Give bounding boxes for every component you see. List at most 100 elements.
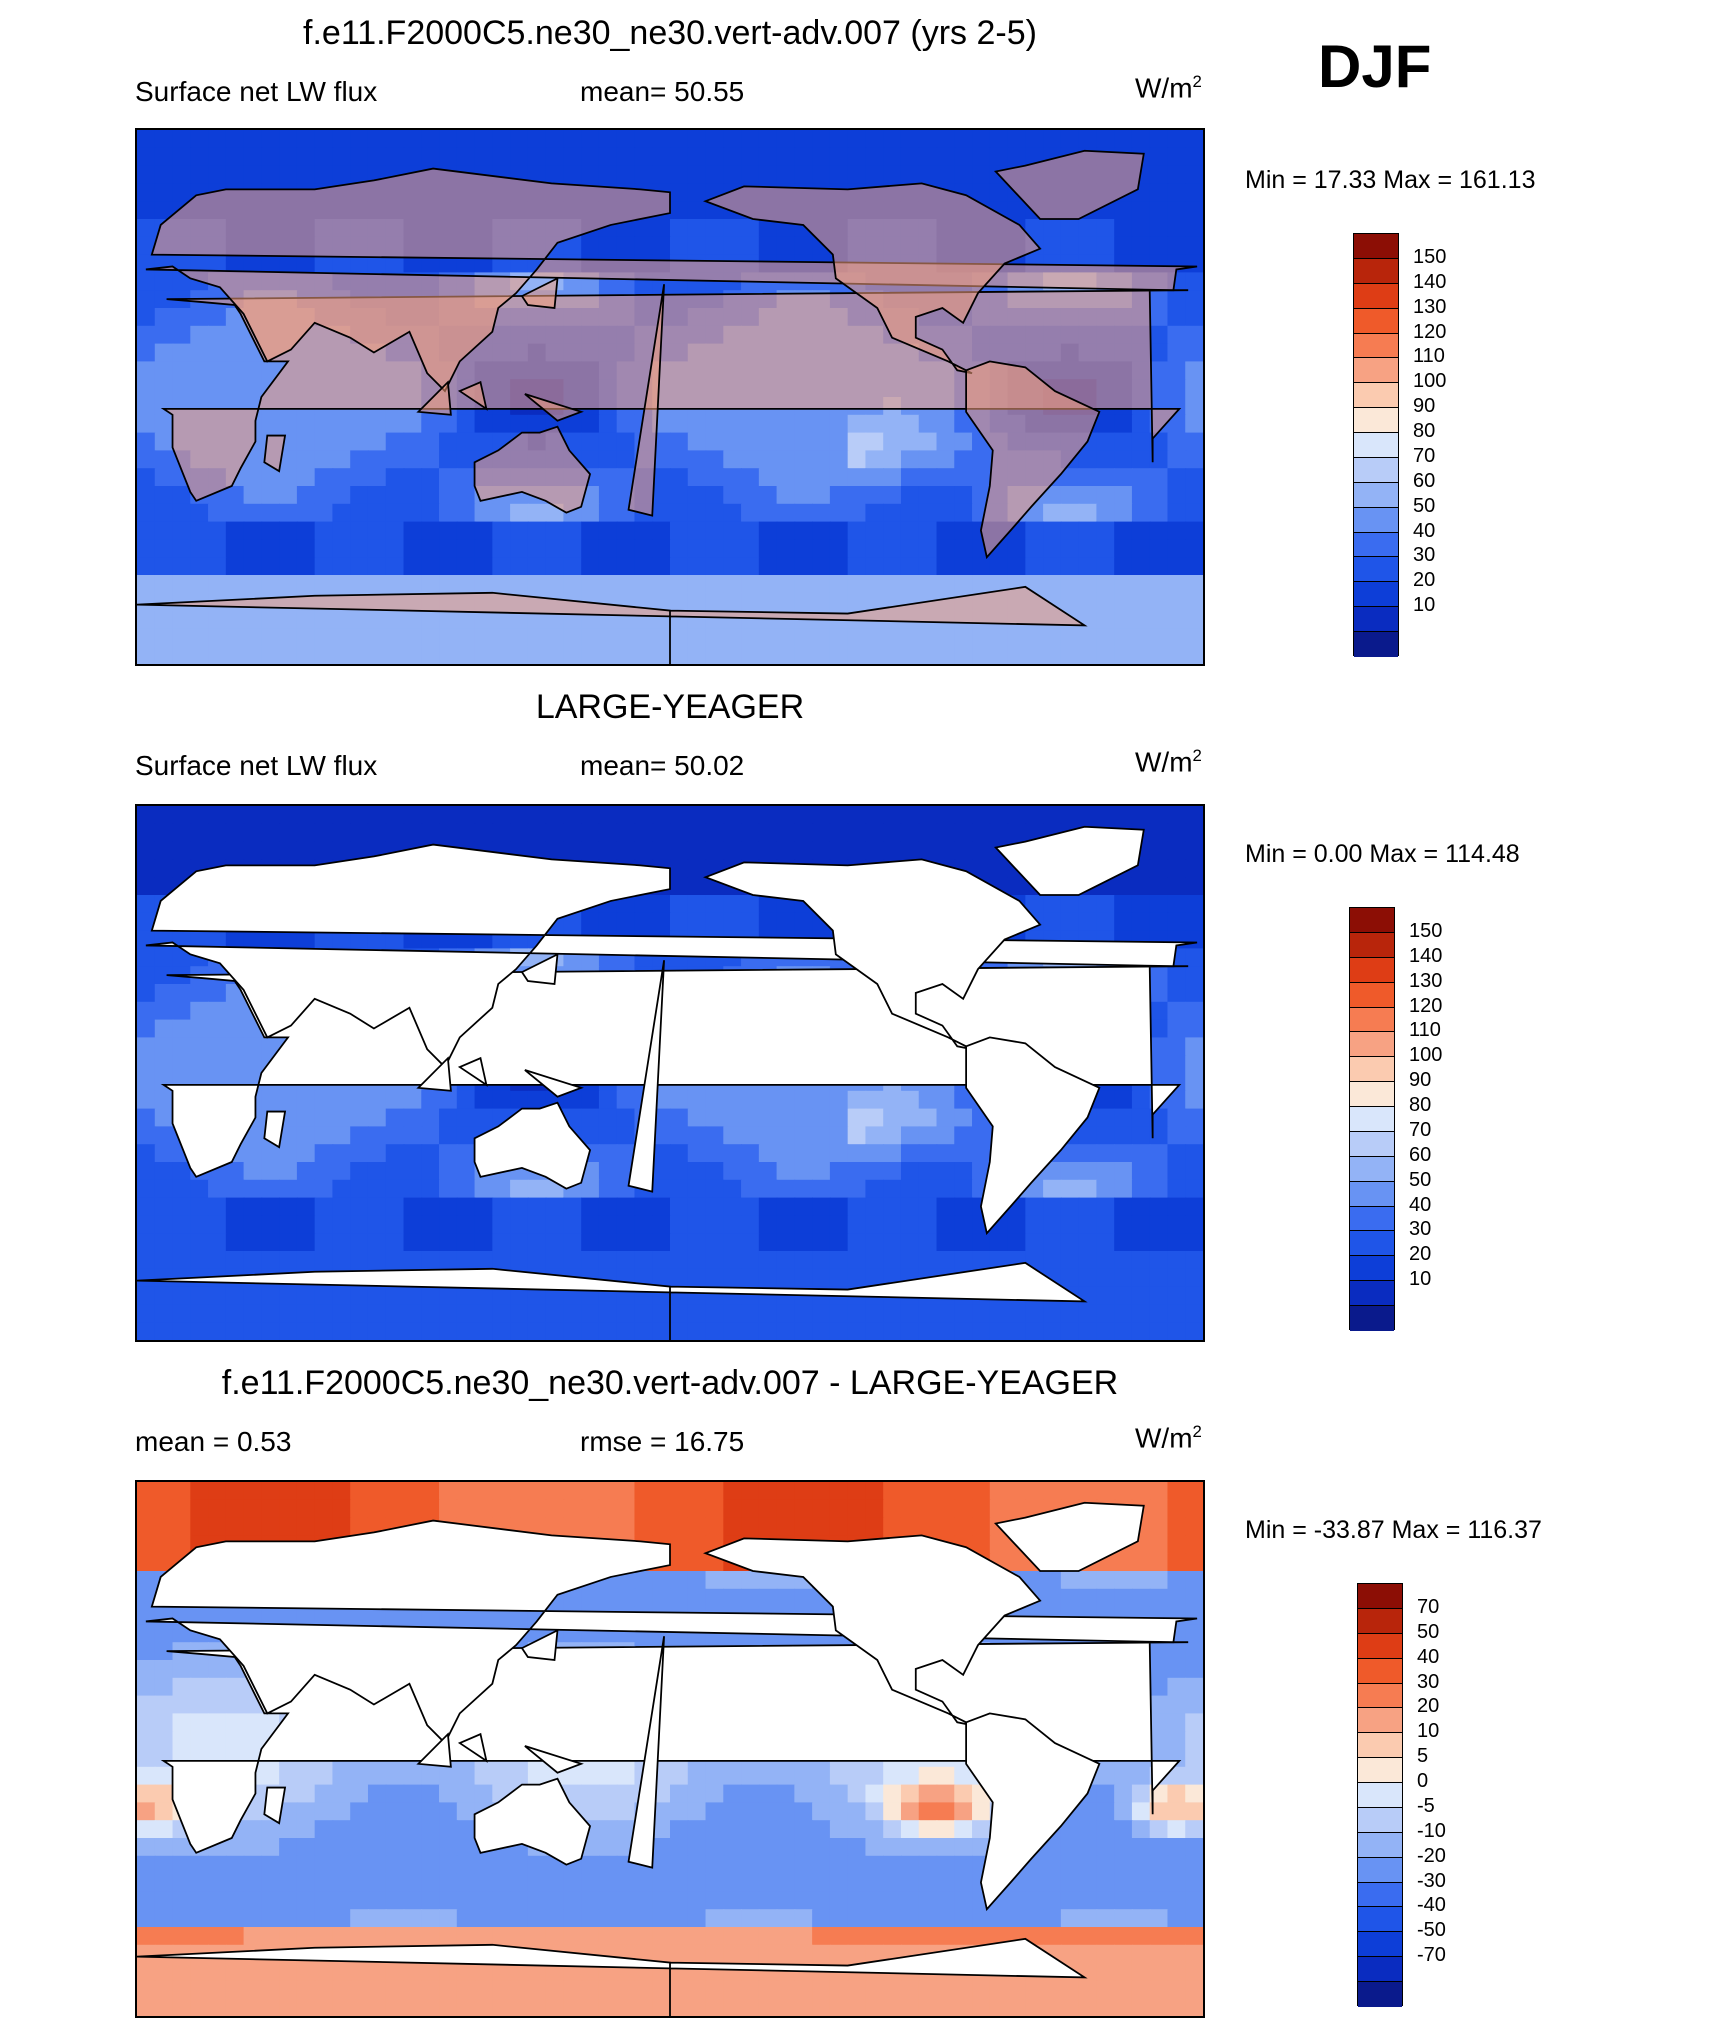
map-cell <box>705 841 725 861</box>
map-cell <box>563 1286 583 1306</box>
map-cell <box>190 1251 209 1270</box>
map-cell <box>421 1838 440 1857</box>
map-cell <box>705 165 725 185</box>
map-cell <box>421 1304 440 1324</box>
map-cell <box>1167 1179 1187 1199</box>
map-cell <box>812 1179 831 1199</box>
map-cell <box>154 877 174 896</box>
map-cell <box>865 486 885 505</box>
map-cell <box>936 1517 956 1537</box>
map-cell <box>812 1215 831 1235</box>
map-cell <box>705 1766 725 1786</box>
map-cell <box>1114 610 1133 630</box>
map-cell <box>137 557 156 576</box>
map-cell <box>794 1233 814 1252</box>
map-cell <box>421 521 440 541</box>
map-cell <box>670 219 689 238</box>
map-cell <box>883 1838 902 1857</box>
map-cell <box>190 1855 209 1875</box>
map-cell <box>1167 877 1187 896</box>
map-cell <box>243 379 263 398</box>
map-cell <box>154 308 174 327</box>
map-cell <box>900 1090 920 1110</box>
map-cell <box>1114 1482 1133 1501</box>
map-cell <box>741 1517 760 1537</box>
map-cell <box>190 1286 209 1306</box>
map-cell <box>883 1322 902 1340</box>
map-cell <box>421 1322 440 1340</box>
map-cell <box>758 432 778 452</box>
map-cell <box>634 912 654 932</box>
map-cell <box>474 806 494 825</box>
map-cell <box>900 1197 920 1217</box>
map-cell <box>243 610 263 630</box>
map-cell <box>741 1268 760 1288</box>
map-cell <box>1114 1268 1133 1288</box>
map-cell <box>705 1233 725 1252</box>
map-cell <box>172 1482 192 1501</box>
map-cell <box>1185 1482 1203 1501</box>
map-cell <box>705 1215 725 1235</box>
map-cell <box>1149 1553 1169 1572</box>
map-cell <box>1096 130 1116 149</box>
map-cell <box>687 539 707 559</box>
map-cell <box>474 1304 494 1324</box>
map-cell <box>137 503 156 523</box>
map-cell <box>687 1588 707 1608</box>
map-cell <box>616 1304 636 1324</box>
season-label: DJF <box>1318 33 1432 100</box>
map-cell <box>847 1766 867 1786</box>
map-cell <box>936 1784 956 1804</box>
map-cell <box>279 468 298 487</box>
map-cell <box>1149 1802 1169 1822</box>
map-cell <box>456 414 476 434</box>
map-cell <box>829 486 849 505</box>
map-cell <box>279 254 298 274</box>
map-cell <box>296 1766 316 1786</box>
map-cell <box>741 912 760 932</box>
map-cell <box>794 841 814 861</box>
map-cell <box>225 806 245 825</box>
map-cell <box>1131 1251 1151 1270</box>
map-cell <box>367 1322 387 1340</box>
map-cell <box>883 147 902 167</box>
map-cell <box>137 1571 156 1590</box>
map-cell <box>705 1162 725 1181</box>
colorbar-tick-label: 130 <box>1409 969 1443 992</box>
map-cell <box>1114 432 1133 452</box>
map-cell <box>296 1802 316 1822</box>
map-cell <box>812 130 831 149</box>
map-cell <box>616 1784 636 1804</box>
map-cell <box>510 1499 529 1519</box>
map-cell <box>847 575 867 594</box>
map-cell <box>652 1802 671 1822</box>
map-cell <box>456 521 476 541</box>
map-cell <box>598 432 618 452</box>
map-cell <box>172 503 192 523</box>
map-cell <box>918 1322 938 1340</box>
colorbar-swatch <box>1354 383 1398 409</box>
map-cell <box>829 503 849 523</box>
map-cell <box>154 361 174 381</box>
map-cell <box>652 823 671 843</box>
map-cell <box>172 1624 192 1644</box>
map-cell <box>670 806 689 825</box>
map-cell <box>492 806 511 825</box>
map-cell <box>847 1108 867 1128</box>
map-cell <box>545 1322 565 1340</box>
map-cell <box>332 1838 352 1857</box>
map-cell <box>563 1766 583 1786</box>
map-cell <box>385 468 405 487</box>
map-cell <box>776 1268 796 1288</box>
map-cell <box>172 1535 192 1555</box>
map-cell <box>1131 1482 1151 1501</box>
map-cell <box>439 1126 458 1146</box>
map-cell <box>1043 1588 1062 1608</box>
map-cell <box>616 1108 636 1128</box>
map-cell <box>847 450 867 470</box>
map-cell <box>972 1304 991 1324</box>
map-cell <box>225 1855 245 1875</box>
map-cell <box>243 1037 263 1057</box>
map-cell <box>812 1499 831 1519</box>
map-cell <box>687 236 707 256</box>
